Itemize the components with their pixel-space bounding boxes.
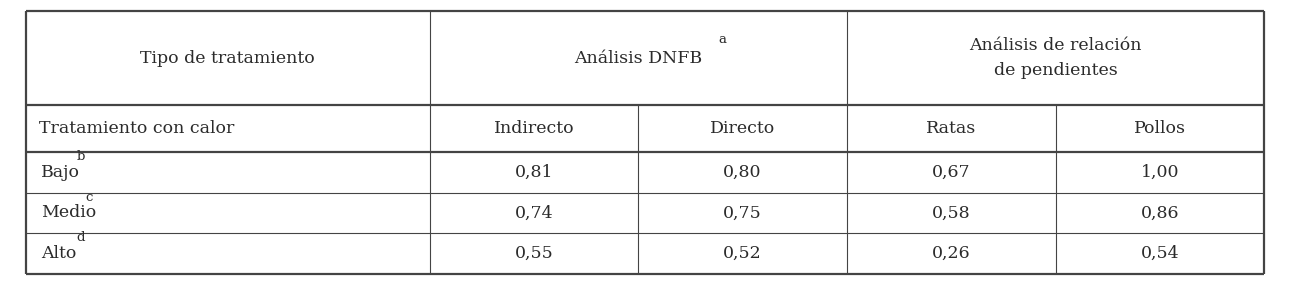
Text: 0,86: 0,86 xyxy=(1140,204,1179,221)
Text: Alto: Alto xyxy=(41,245,76,262)
Text: 0,81: 0,81 xyxy=(515,164,553,181)
Text: 0,74: 0,74 xyxy=(515,204,553,221)
Text: Análisis DNFB: Análisis DNFB xyxy=(574,50,702,67)
Text: 0,55: 0,55 xyxy=(515,245,553,262)
Text: 0,52: 0,52 xyxy=(724,245,762,262)
Text: 0,54: 0,54 xyxy=(1140,245,1179,262)
Text: Medio: Medio xyxy=(41,204,97,221)
Text: 1,00: 1,00 xyxy=(1140,164,1179,181)
Text: 0,67: 0,67 xyxy=(931,164,970,181)
Text: Pollos: Pollos xyxy=(1134,120,1186,137)
Text: Indirecto: Indirecto xyxy=(494,120,574,137)
Text: b: b xyxy=(76,150,85,163)
Text: Tratamiento con calor: Tratamiento con calor xyxy=(39,120,233,137)
Text: a: a xyxy=(719,33,726,46)
Text: d: d xyxy=(76,231,85,244)
Text: Análisis de relación
de pendientes: Análisis de relación de pendientes xyxy=(969,37,1142,79)
Text: 0,58: 0,58 xyxy=(931,204,970,221)
Text: c: c xyxy=(85,191,93,204)
Text: 0,26: 0,26 xyxy=(931,245,970,262)
Text: 0,75: 0,75 xyxy=(724,204,762,221)
Text: Tipo de tratamiento: Tipo de tratamiento xyxy=(141,50,315,67)
Text: Ratas: Ratas xyxy=(926,120,977,137)
Text: Directo: Directo xyxy=(710,120,775,137)
Text: 0,80: 0,80 xyxy=(724,164,762,181)
Text: Bajo: Bajo xyxy=(41,164,80,181)
